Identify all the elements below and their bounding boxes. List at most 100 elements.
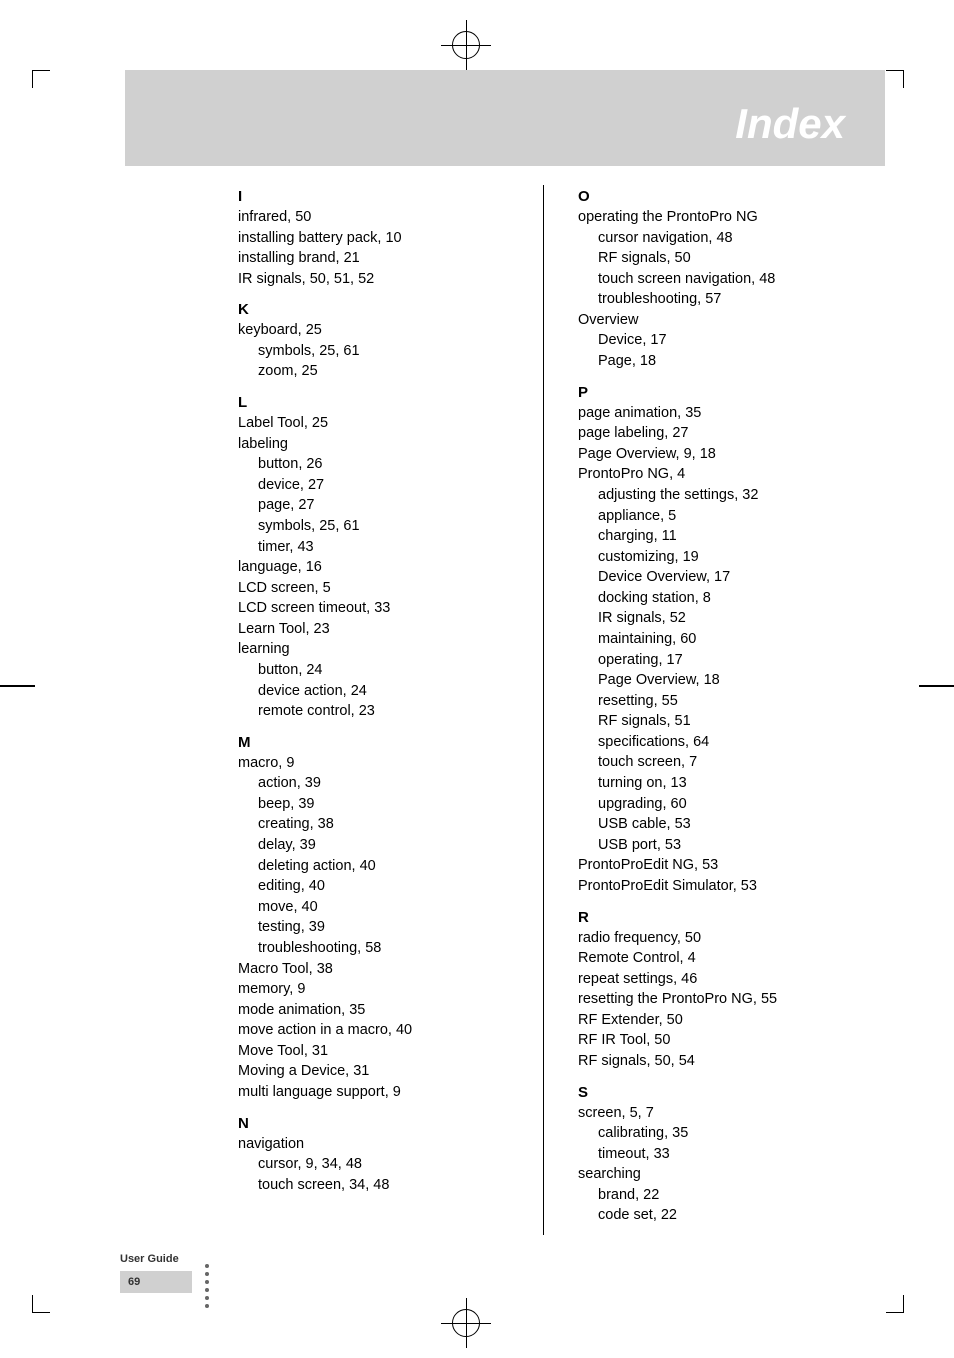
index-entry: ProntoProEdit NG, 53 <box>578 855 888 876</box>
footer: User Guide 69 <box>120 1253 192 1293</box>
section-letter-L: L <box>238 394 548 411</box>
index-entry: docking station, 8 <box>578 588 888 609</box>
index-entry: code set, 22 <box>578 1205 888 1226</box>
index-entry: timer, 43 <box>238 537 548 558</box>
index-entry: Page Overview, 18 <box>578 670 888 691</box>
index-entry: IR signals, 50, 51, 52 <box>238 269 548 290</box>
header-bar: Index <box>125 70 885 166</box>
corner-mark-tl <box>32 70 50 88</box>
section-M: macro, 9action, 39beep, 39creating, 38de… <box>238 753 548 1103</box>
section-I: infrared, 50installing battery pack, 10i… <box>238 207 548 289</box>
index-entry: Page, 18 <box>578 351 888 372</box>
index-entry: brand, 22 <box>578 1185 888 1206</box>
crop-mark-top <box>441 20 491 70</box>
section-L: Label Tool, 25labelingbutton, 26device, … <box>238 413 548 722</box>
index-entry: testing, 39 <box>238 917 548 938</box>
page-number-box: 69 <box>120 1271 192 1293</box>
index-entry: zoom, 25 <box>238 361 548 382</box>
index-entry: device, 27 <box>238 475 548 496</box>
index-entry: Overview <box>578 310 888 331</box>
index-entry: Page Overview, 9, 18 <box>578 444 888 465</box>
section-letter-S: S <box>578 1084 888 1101</box>
index-entry: multi language support, 9 <box>238 1082 548 1103</box>
index-entry: appliance, 5 <box>578 506 888 527</box>
index-entry: infrared, 50 <box>238 207 548 228</box>
column-left: I infrared, 50installing battery pack, 1… <box>238 188 548 1226</box>
index-entry: Device Overview, 17 <box>578 567 888 588</box>
index-entry: USB port, 53 <box>578 835 888 856</box>
index-entry: remote control, 23 <box>238 701 548 722</box>
index-entry: page animation, 35 <box>578 403 888 424</box>
index-entry: resetting, 55 <box>578 691 888 712</box>
index-entry: Learn Tool, 23 <box>238 619 548 640</box>
section-S: screen, 5, 7calibrating, 35timeout, 33se… <box>578 1103 888 1226</box>
index-entry: calibrating, 35 <box>578 1123 888 1144</box>
index-entry: radio frequency, 50 <box>578 928 888 949</box>
index-entry: LCD screen timeout, 33 <box>238 598 548 619</box>
section-K: keyboard, 25symbols, 25, 61zoom, 25 <box>238 320 548 382</box>
index-entry: Macro Tool, 38 <box>238 959 548 980</box>
section-letter-K: K <box>238 301 548 318</box>
index-entry: keyboard, 25 <box>238 320 548 341</box>
index-entry: navigation <box>238 1134 548 1155</box>
index-entry: macro, 9 <box>238 753 548 774</box>
index-entry: Device, 17 <box>578 330 888 351</box>
index-entry: installing battery pack, 10 <box>238 228 548 249</box>
index-entry: installing brand, 21 <box>238 248 548 269</box>
crop-mark-left <box>0 685 35 687</box>
index-entry: language, 16 <box>238 557 548 578</box>
index-entry: Move Tool, 31 <box>238 1041 548 1062</box>
index-entry: symbols, 25, 61 <box>238 341 548 362</box>
index-entry: touch screen, 7 <box>578 752 888 773</box>
index-entry: operating the ProntoPro NG <box>578 207 888 228</box>
index-entry: Remote Control, 4 <box>578 948 888 969</box>
index-entry: troubleshooting, 58 <box>238 938 548 959</box>
page-title: Index <box>735 100 845 148</box>
section-letter-P: P <box>578 384 888 401</box>
index-entry: touch screen navigation, 48 <box>578 269 888 290</box>
index-entry: RF Extender, 50 <box>578 1010 888 1031</box>
index-entry: RF signals, 50, 54 <box>578 1051 888 1072</box>
index-entry: move action in a macro, 40 <box>238 1020 548 1041</box>
column-right: O operating the ProntoPro NGcursor navig… <box>578 188 888 1226</box>
index-entry: Moving a Device, 31 <box>238 1061 548 1082</box>
index-entry: beep, 39 <box>238 794 548 815</box>
index-entry: repeat settings, 46 <box>578 969 888 990</box>
page-number: 69 <box>128 1276 140 1288</box>
decorative-dots <box>205 1264 209 1308</box>
section-N: navigationcursor, 9, 34, 48touch screen,… <box>238 1134 548 1196</box>
index-entry: learning <box>238 639 548 660</box>
index-entry: RF signals, 50 <box>578 248 888 269</box>
index-entry: labeling <box>238 434 548 455</box>
crop-mark-right <box>919 685 954 687</box>
index-entry: maintaining, 60 <box>578 629 888 650</box>
section-P: page animation, 35page labeling, 27Page … <box>578 403 888 897</box>
corner-mark-tr <box>886 70 904 88</box>
section-O: operating the ProntoPro NGcursor navigat… <box>578 207 888 372</box>
section-letter-R: R <box>578 909 888 926</box>
section-R: radio frequency, 50Remote Control, 4repe… <box>578 928 888 1072</box>
index-entry: page labeling, 27 <box>578 423 888 444</box>
index-entry: deleting action, 40 <box>238 856 548 877</box>
index-entry: IR signals, 52 <box>578 608 888 629</box>
index-entry: screen, 5, 7 <box>578 1103 888 1124</box>
section-letter-N: N <box>238 1115 548 1132</box>
index-entry: adjusting the settings, 32 <box>578 485 888 506</box>
index-entry: resetting the ProntoPro NG, 55 <box>578 989 888 1010</box>
crop-mark-bottom <box>441 1298 491 1348</box>
index-entry: charging, 11 <box>578 526 888 547</box>
section-letter-I: I <box>238 188 548 205</box>
index-entry: searching <box>578 1164 888 1185</box>
index-entry: LCD screen, 5 <box>238 578 548 599</box>
index-entry: turning on, 13 <box>578 773 888 794</box>
index-entry: troubleshooting, 57 <box>578 289 888 310</box>
index-entry: page, 27 <box>238 495 548 516</box>
index-entry: specifications, 64 <box>578 732 888 753</box>
index-content: I infrared, 50installing battery pack, 1… <box>238 188 888 1226</box>
index-entry: mode animation, 35 <box>238 1000 548 1021</box>
index-entry: symbols, 25, 61 <box>238 516 548 537</box>
index-entry: RF signals, 51 <box>578 711 888 732</box>
corner-mark-br <box>886 1295 904 1313</box>
index-entry: timeout, 33 <box>578 1144 888 1165</box>
index-entry: cursor, 9, 34, 48 <box>238 1154 548 1175</box>
